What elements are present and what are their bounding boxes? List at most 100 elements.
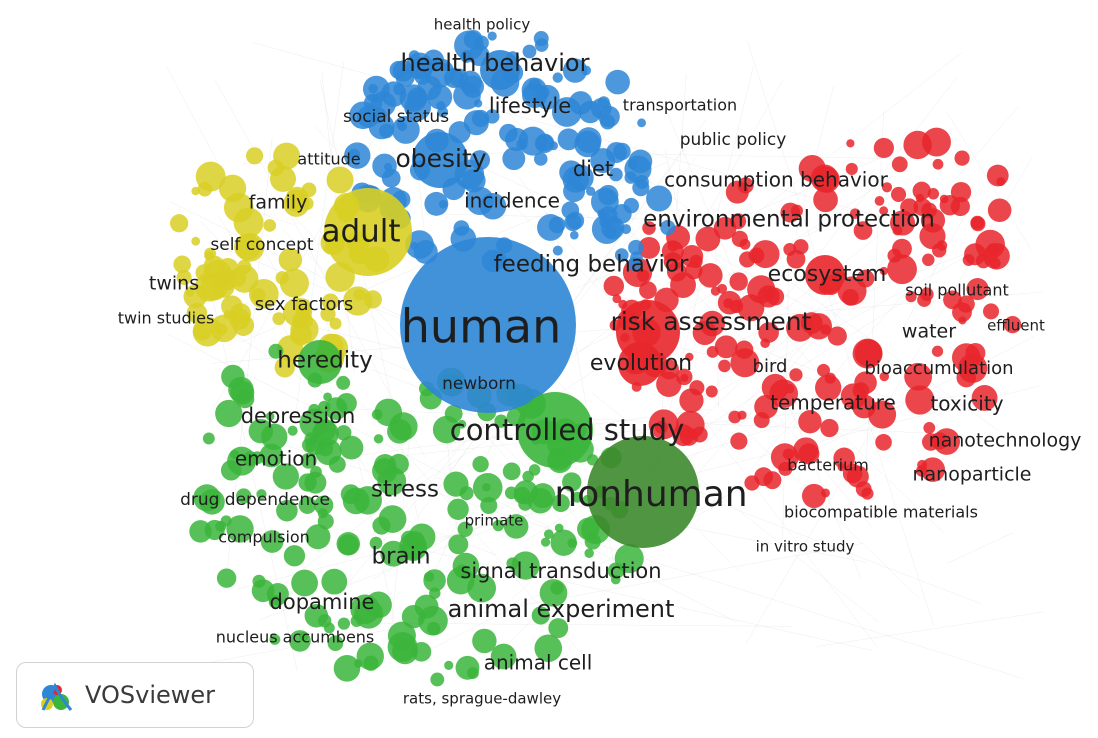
node-bubble-blue[interactable]	[522, 44, 537, 59]
node-bubble-red[interactable]	[853, 221, 873, 240]
node-bubble-yellow[interactable]	[353, 288, 366, 301]
node-bubble-blue[interactable]	[598, 184, 619, 206]
node-bubble-blue[interactable]	[396, 120, 406, 129]
node-bubble-green[interactable]	[369, 536, 383, 550]
term-label-drug-dependence[interactable]: drug dependence	[180, 490, 330, 510]
node-bubble-red[interactable]	[786, 249, 806, 269]
term-label-brain[interactable]: brain	[371, 544, 430, 570]
node-bubble-blue[interactable]	[410, 241, 419, 251]
node-bubble-green[interactable]	[363, 655, 379, 671]
node-bubble-yellow[interactable]	[285, 186, 309, 210]
node-bubble-blue[interactable]	[368, 83, 378, 94]
term-label-signal-transduction[interactable]: signal transduction	[460, 559, 661, 583]
term-label-feeding-behavior[interactable]: feeding behavior	[494, 252, 689, 278]
node-bubble-yellow[interactable]	[215, 323, 228, 336]
node-bubble-red[interactable]	[920, 208, 946, 233]
term-label-risk-assessment[interactable]: risk assessment	[611, 307, 812, 336]
node-bubble-blue[interactable]	[349, 101, 377, 130]
node-bubble-blue[interactable]	[424, 191, 449, 216]
node-bubble-red[interactable]	[987, 198, 1012, 223]
node-bubble-green[interactable]	[528, 464, 541, 476]
node-bubble-green[interactable]	[215, 399, 243, 428]
node-bubble-blue[interactable]	[463, 110, 489, 136]
node-bubble-blue[interactable]	[499, 123, 518, 143]
node-bubble-blue[interactable]	[552, 72, 563, 83]
node-bubble-obesity[interactable]	[412, 132, 468, 188]
node-bubble-blue[interactable]	[417, 58, 432, 73]
term-label-water[interactable]: water	[902, 321, 956, 343]
node-bubble-green[interactable]	[400, 530, 417, 547]
term-label-family[interactable]: family	[249, 192, 308, 214]
node-bubble-blue[interactable]	[563, 179, 586, 203]
term-label-incidence[interactable]: incidence	[464, 189, 560, 213]
term-label-biocompatible-materials[interactable]: biocompatible materials	[784, 503, 978, 522]
node-bubble-red[interactable]	[939, 194, 949, 204]
term-label-sex-factors[interactable]: sex factors	[255, 294, 354, 315]
node-bubble-red[interactable]	[603, 275, 625, 297]
node-bubble-red[interactable]	[932, 158, 944, 170]
node-bubble-blue[interactable]	[566, 211, 585, 230]
node-bubble-green[interactable]	[287, 425, 298, 436]
node-bubble-blue[interactable]	[585, 186, 596, 196]
term-label-lifestyle[interactable]: lifestyle	[489, 94, 571, 118]
node-bubble-green[interactable]	[531, 606, 550, 625]
node-bubble-red[interactable]	[656, 371, 682, 397]
node-bubble-blue[interactable]	[597, 96, 610, 109]
node-bubble-red[interactable]	[943, 290, 962, 310]
node-bubble-red[interactable]	[971, 385, 998, 411]
node-bubble-blue[interactable]	[533, 152, 548, 166]
node-bubble-green[interactable]	[336, 393, 357, 414]
node-bubble-red[interactable]	[849, 208, 861, 219]
node-bubble-yellow[interactable]	[250, 288, 266, 303]
term-label-soil-pollutant[interactable]: soil pollutant	[905, 281, 1009, 300]
node-bubble-red[interactable]	[837, 463, 846, 472]
node-bubble-green[interactable]	[571, 491, 583, 503]
node-bubble-red[interactable]	[922, 127, 951, 157]
node-bubble-green[interactable]	[317, 440, 334, 457]
node-bubble-green[interactable]	[534, 634, 563, 663]
node-bubble-red[interactable]	[801, 483, 827, 508]
node-bubble-yellow[interactable]	[321, 293, 340, 311]
node-bubble-red[interactable]	[852, 338, 883, 369]
node-bubble-ecosystem[interactable]	[805, 255, 845, 295]
node-bubble-evolution[interactable]	[618, 342, 662, 386]
node-bubble-green[interactable]	[482, 483, 491, 492]
node-bubble-blue[interactable]	[562, 58, 588, 83]
node-bubble-red[interactable]	[798, 443, 820, 465]
node-bubble-yellow[interactable]	[234, 233, 261, 260]
term-label-self-concept[interactable]: self concept	[210, 235, 314, 255]
node-bubble-red[interactable]	[890, 210, 916, 236]
node-bubble-red[interactable]	[612, 294, 622, 304]
node-bubble-adult[interactable]	[324, 188, 412, 276]
node-bubble-blue[interactable]	[404, 93, 432, 121]
node-bubble-blue[interactable]	[613, 142, 631, 161]
node-bubble-red[interactable]	[639, 281, 657, 300]
node-bubble-blue[interactable]	[443, 68, 465, 89]
node-bubble-green[interactable]	[317, 614, 332, 628]
node-bubble-green[interactable]	[283, 545, 306, 567]
term-label-primate[interactable]: primate	[465, 512, 524, 530]
term-label-adult[interactable]: adult	[321, 214, 400, 250]
node-bubble-blue[interactable]	[621, 224, 632, 235]
node-bubble-red[interactable]	[874, 196, 885, 206]
node-bubble-yellow[interactable]	[195, 264, 213, 282]
node-bubble-red[interactable]	[983, 303, 1000, 320]
node-bubble-green[interactable]	[220, 460, 242, 481]
node-bubble-red[interactable]	[782, 448, 795, 460]
node-bubble-green[interactable]	[189, 520, 212, 543]
node-bubble-red[interactable]	[842, 463, 863, 484]
term-label-rats-sprague-dawley[interactable]: rats, sprague-dawley	[403, 690, 561, 708]
node-bubble-red[interactable]	[789, 368, 803, 382]
node-bubble-red[interactable]	[705, 385, 718, 398]
node-bubble-red[interactable]	[695, 226, 721, 252]
node-bubble-red[interactable]	[735, 340, 754, 359]
node-bubble-red[interactable]	[881, 182, 893, 193]
node-bubble-red[interactable]	[725, 180, 749, 204]
node-bubble-red[interactable]	[912, 181, 931, 200]
node-bubble-blue[interactable]	[609, 167, 623, 182]
node-bubble-blue[interactable]	[598, 105, 620, 128]
node-bubble-red[interactable]	[917, 292, 932, 307]
node-bubble-blue[interactable]	[660, 219, 676, 236]
node-bubble-blue[interactable]	[536, 134, 554, 152]
